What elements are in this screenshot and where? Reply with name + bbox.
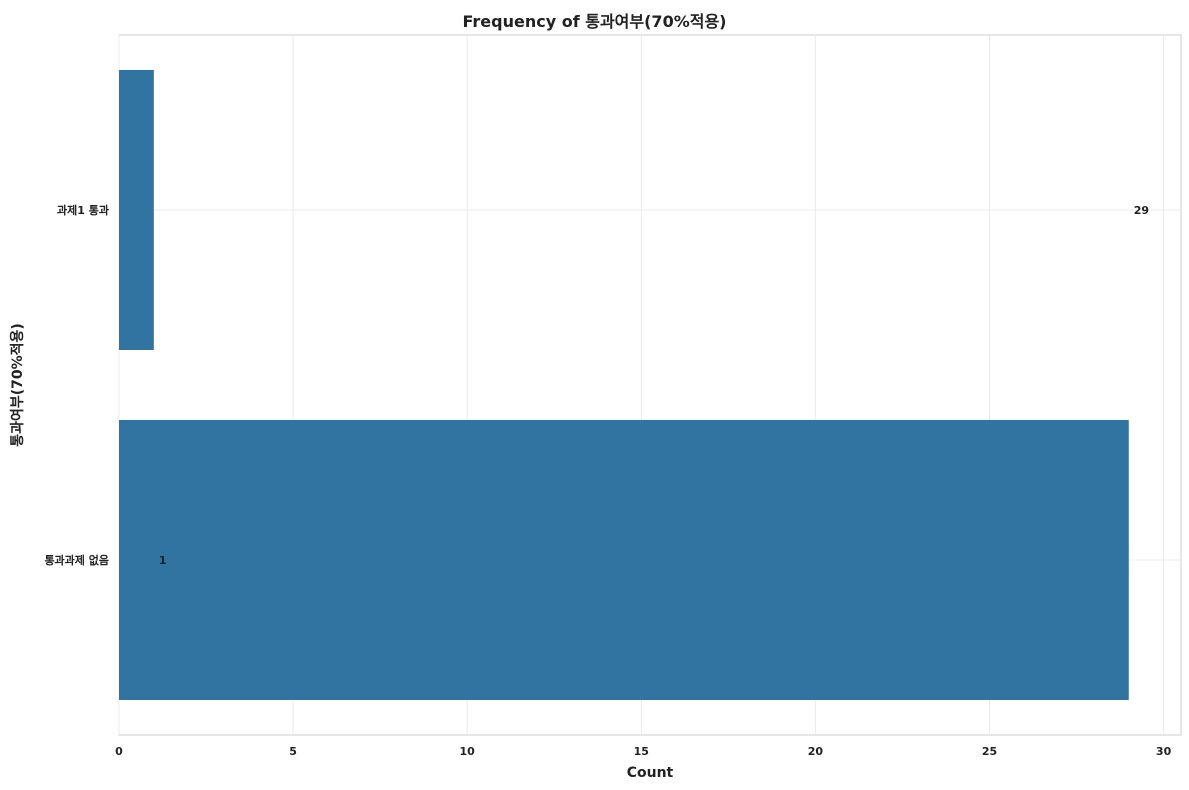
- y-category-label: 통과과제 없음: [44, 553, 109, 567]
- x-tick-label: 25: [982, 745, 997, 758]
- x-tick-label: 5: [289, 745, 297, 758]
- bar-layer: [119, 70, 1129, 700]
- bar-value-label: 29: [1134, 204, 1149, 217]
- bar-value-label: 1: [159, 554, 167, 567]
- bar: [119, 420, 1129, 700]
- x-tick-label: 30: [1156, 745, 1172, 758]
- bar: [119, 70, 154, 350]
- x-tick-label: 0: [115, 745, 123, 758]
- x-tick-layer: 0 5 10 15 20 25 30: [115, 745, 1171, 758]
- x-tick-label: 15: [634, 745, 649, 758]
- y-axis-title: 통과여부(70%적용): [9, 323, 26, 447]
- x-tick-label: 20: [808, 745, 824, 758]
- x-tick-label: 10: [460, 745, 476, 758]
- bar-label-layer: 29 1: [159, 204, 1149, 567]
- x-axis-title: Count: [627, 765, 674, 781]
- y-category-label: 과제1 통과: [57, 203, 109, 217]
- chart-title: Frequency of 통과여부(70%적용): [462, 12, 727, 31]
